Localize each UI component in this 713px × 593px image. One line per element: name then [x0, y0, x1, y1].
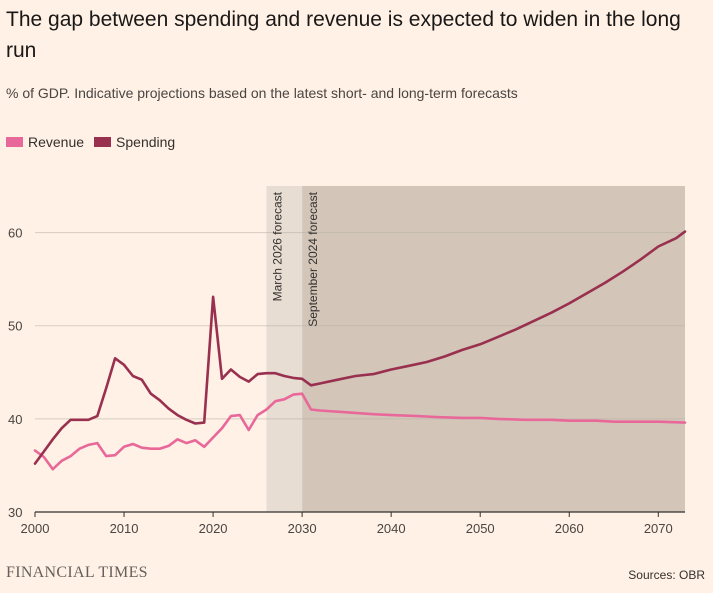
x-tick-label: 2030: [288, 521, 317, 536]
x-tick-label: 2070: [644, 521, 673, 536]
y-tick-label: 50: [8, 319, 22, 334]
x-tick-label: 2010: [110, 521, 139, 536]
chart-subtitle: % of GDP. Indicative projections based o…: [6, 85, 518, 101]
y-tick-label: 30: [8, 505, 22, 520]
legend-label-revenue: Revenue: [28, 134, 85, 150]
forecast-region: [302, 186, 685, 512]
x-tick-label: 2000: [21, 521, 50, 536]
series-line-spending: [33, 230, 687, 465]
legend: Revenue Spending: [6, 134, 185, 150]
legend-item-revenue: Revenue: [6, 134, 84, 150]
legend-swatch-revenue: [6, 137, 23, 147]
line-chart: 30 40 50 60 2000 2010 2020 2030 2040 2050 2060 2070…: [8, 186, 687, 536]
chart-title: The gap between spending and revenue is …: [6, 8, 681, 62]
forecast-region-label: September 2024 forecast: [306, 191, 320, 326]
source-note: Sources: OBR: [628, 568, 705, 582]
x-tick-label: 2040: [377, 521, 406, 536]
series-line-revenue: [33, 392, 687, 471]
forecast-region-label: March 2026 forecast: [271, 191, 285, 301]
x-tick-label: 2020: [199, 521, 228, 536]
x-tick-label: 2050: [466, 521, 495, 536]
legend-item-spending: Spending: [94, 134, 175, 150]
forecast-region: [266, 186, 303, 512]
publisher-brand: FINANCIAL TIMES: [6, 564, 148, 581]
legend-swatch-spending: [94, 137, 112, 147]
legend-label-spending: Spending: [116, 134, 176, 150]
x-tick-label: 2060: [555, 521, 584, 536]
y-tick-label: 40: [8, 412, 22, 427]
y-tick-label: 60: [8, 226, 22, 241]
